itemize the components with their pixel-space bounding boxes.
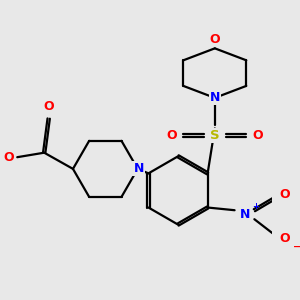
Text: −: − — [293, 242, 300, 252]
Text: N: N — [134, 162, 144, 176]
Text: +: + — [252, 202, 259, 211]
Text: O: O — [209, 33, 220, 46]
Text: O: O — [253, 129, 263, 142]
Text: O: O — [280, 188, 290, 200]
Text: N: N — [240, 208, 250, 221]
Text: S: S — [210, 129, 220, 142]
Text: O: O — [280, 232, 290, 245]
Text: O: O — [44, 100, 54, 113]
Text: O: O — [3, 151, 13, 164]
Text: N: N — [210, 92, 220, 104]
Text: O: O — [167, 129, 177, 142]
